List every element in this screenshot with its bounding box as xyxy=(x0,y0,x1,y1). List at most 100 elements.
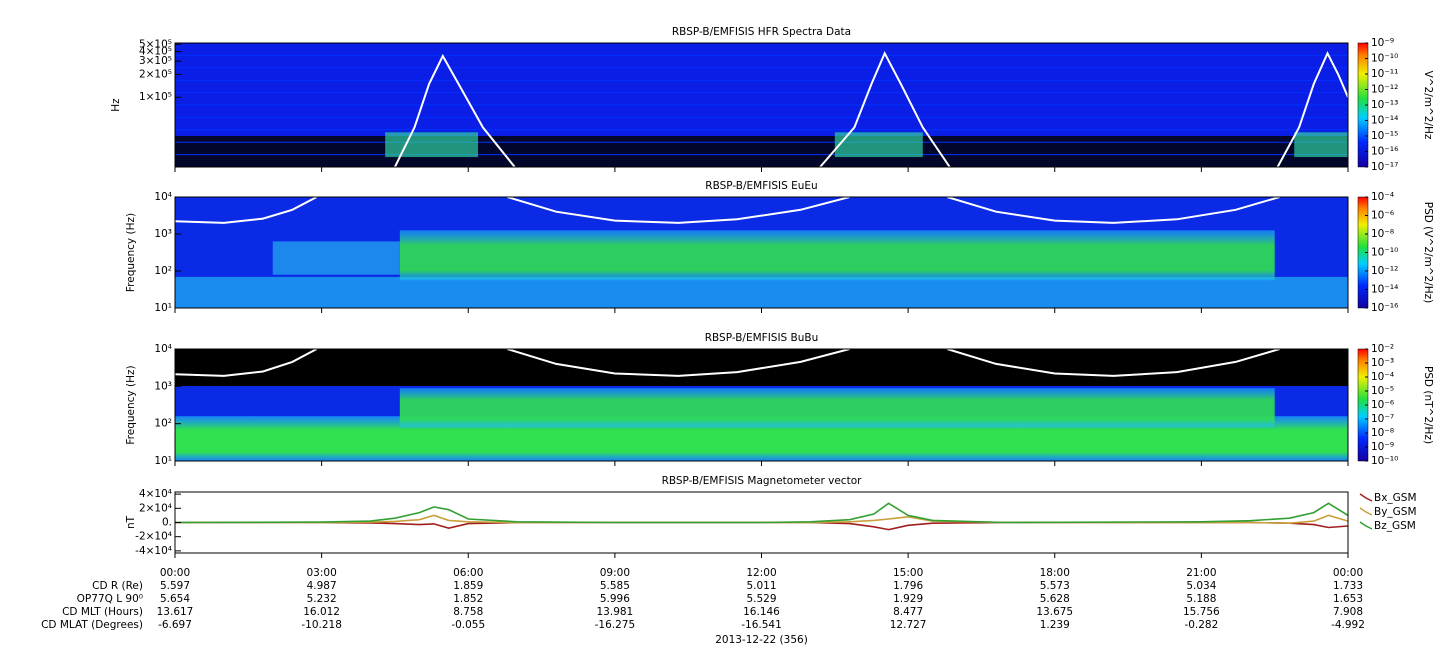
ephemeris-value: 5.188 xyxy=(1186,593,1216,605)
colorbar-tick-label: 10⁻³ xyxy=(1371,357,1394,369)
ephemeris-value: -6.697 xyxy=(158,619,192,631)
ephemeris-value: 5.628 xyxy=(1040,593,1070,605)
series-line xyxy=(174,502,1349,524)
colorbar-tick-label: 10⁻¹¹ xyxy=(1371,68,1398,80)
x-tick-label: 09:00 xyxy=(600,567,630,579)
ephemeris-value: 4.987 xyxy=(307,580,337,592)
ephemeris-value: 13.675 xyxy=(1036,606,1073,618)
colorbar-label: PSD (V^2/m^2/Hz) xyxy=(1422,202,1434,303)
ephemeris-value: 1.733 xyxy=(1333,580,1363,592)
x-tick-label: 03:00 xyxy=(306,567,336,579)
colorbar-tick-label: 10⁻¹⁶ xyxy=(1371,302,1398,314)
ephemeris-value: 5.011 xyxy=(746,580,776,592)
x-tick-label: 06:00 xyxy=(453,567,483,579)
colorbar-tick-label: 10⁻¹⁰ xyxy=(1371,53,1398,65)
legend-swatch xyxy=(1359,507,1373,516)
y-tick-label: 10² xyxy=(154,418,172,430)
y-tick-label: 5×10⁵ xyxy=(139,38,172,50)
ephemeris-label: OP77Q L 90⁰ xyxy=(77,593,143,605)
ephemeris-value: -4.992 xyxy=(1331,619,1365,631)
colorbar-tick-label: 10⁻¹² xyxy=(1371,265,1398,277)
colorbar-tick-label: 10⁻¹⁵ xyxy=(1371,130,1398,142)
ephemeris-value: -0.055 xyxy=(451,619,485,631)
spectrogram-dark xyxy=(175,136,1348,167)
panel-title: RBSP-B/EMFISIS EuEu xyxy=(705,180,817,192)
x-tick-label: 15:00 xyxy=(893,567,923,579)
colorbar-tick-label: 10⁻¹² xyxy=(1371,84,1398,96)
spectrogram-burst xyxy=(834,132,923,158)
ephemeris-value: -0.282 xyxy=(1184,619,1218,631)
ephemeris-value: 5.654 xyxy=(160,593,190,605)
date-label: 2013-12-22 (356) xyxy=(715,634,808,646)
ephemeris-value: -10.218 xyxy=(301,619,342,631)
colorbar-tick-label: 10⁻⁶ xyxy=(1371,210,1394,222)
ephemeris-value: 13.981 xyxy=(597,606,634,618)
y-axis-label: nT xyxy=(125,515,137,529)
y-tick-label: 10³ xyxy=(154,380,172,392)
y-tick-label: 10⁴ xyxy=(154,191,172,203)
colorbar-tick-label: 10⁻¹⁶ xyxy=(1371,146,1398,158)
colorbar-label: V^2/m^2/Hz xyxy=(1422,71,1434,140)
ephemeris-value: 1.796 xyxy=(893,580,923,592)
ephemeris-value: 1.929 xyxy=(893,593,923,605)
ephemeris-value: 1.653 xyxy=(1333,593,1363,605)
x-tick-label: 00:00 xyxy=(160,567,190,579)
colorbar-tick-label: 10⁻⁷ xyxy=(1371,413,1394,425)
ephemeris-value: -16.541 xyxy=(741,619,782,631)
panel-title: RBSP-B/EMFISIS BuBu xyxy=(705,332,819,344)
spectrogram-burst xyxy=(385,132,479,158)
series-line xyxy=(175,514,1349,525)
colorbar-tick-label: 10⁻² xyxy=(1371,343,1394,355)
colorbar-tick-label: 10⁻⁵ xyxy=(1371,385,1394,397)
overlay-line xyxy=(175,349,1280,377)
x-tick-label: 18:00 xyxy=(1040,567,1070,579)
x-tick-label: 00:00 xyxy=(1333,567,1363,579)
ephemeris-value: 1.239 xyxy=(1040,619,1070,631)
colorbar-label: PSD (nT^2/Hz) xyxy=(1422,366,1434,444)
x-tick-label: 21:00 xyxy=(1186,567,1216,579)
ephemeris-value: 8.758 xyxy=(453,606,483,618)
legend-label: By_GSM xyxy=(1374,506,1417,518)
ephemeris-label: CD R (Re) xyxy=(92,580,143,592)
y-axis-label: Hz xyxy=(110,98,122,112)
spectrogram-band xyxy=(399,388,1275,428)
colorbar-tick-label: 10⁻⁴ xyxy=(1371,191,1394,203)
ephemeris-value: 8.477 xyxy=(893,606,923,618)
colorbar-tick-label: 10⁻¹⁴ xyxy=(1371,284,1398,296)
ephemeris-value: 16.146 xyxy=(743,606,780,618)
ephemeris-label: CD MLT (Hours) xyxy=(62,606,143,618)
spectrogram-image xyxy=(175,43,1348,167)
y-tick-label: 3×10⁵ xyxy=(139,55,172,67)
colorbar-tick-label: 10⁻¹⁴ xyxy=(1371,115,1398,127)
y-tick-label: 0. xyxy=(162,517,172,529)
y-tick-label: -4×10⁴ xyxy=(135,545,172,557)
spectrogram-image xyxy=(175,349,1348,461)
y-tick-label: 10³ xyxy=(154,228,172,240)
ephemeris-value: 5.034 xyxy=(1186,580,1216,592)
legend-swatch xyxy=(1359,521,1373,530)
overlay-line xyxy=(394,50,1348,167)
ephemeris-value: 5.529 xyxy=(746,593,776,605)
colorbar-tick-label: 10⁻⁴ xyxy=(1371,371,1394,383)
y-tick-label: -2×10⁴ xyxy=(135,531,172,543)
spectrogram-low xyxy=(175,276,1348,308)
ephemeris-value: 5.996 xyxy=(600,593,630,605)
ephemeris-value: 5.585 xyxy=(600,580,630,592)
y-tick-label: 2×10⁴ xyxy=(139,502,172,514)
colorbar-tick-label: 10⁻⁶ xyxy=(1371,399,1394,411)
ephemeris-value: 5.573 xyxy=(1040,580,1070,592)
colorbar-tick-label: 10⁻¹³ xyxy=(1371,99,1398,111)
y-axis-label: Frequency (Hz) xyxy=(125,365,137,444)
panel-title: RBSP-B/EMFISIS HFR Spectra Data xyxy=(672,26,851,38)
legend-label: Bx_GSM xyxy=(1374,492,1417,504)
y-tick-label: 10² xyxy=(154,265,172,277)
colorbar-tick-label: 10⁻⁸ xyxy=(1371,228,1394,240)
x-tick-label: 12:00 xyxy=(746,567,776,579)
ephemeris-value: 13.617 xyxy=(157,606,194,618)
ephemeris-value: 5.597 xyxy=(160,580,190,592)
colorbar-tick-label: 10⁻¹⁰ xyxy=(1371,455,1398,467)
spectrogram-band xyxy=(399,230,1275,281)
ephemeris-label: CD MLAT (Degrees) xyxy=(41,619,143,631)
ephemeris-value: 12.727 xyxy=(890,619,927,631)
